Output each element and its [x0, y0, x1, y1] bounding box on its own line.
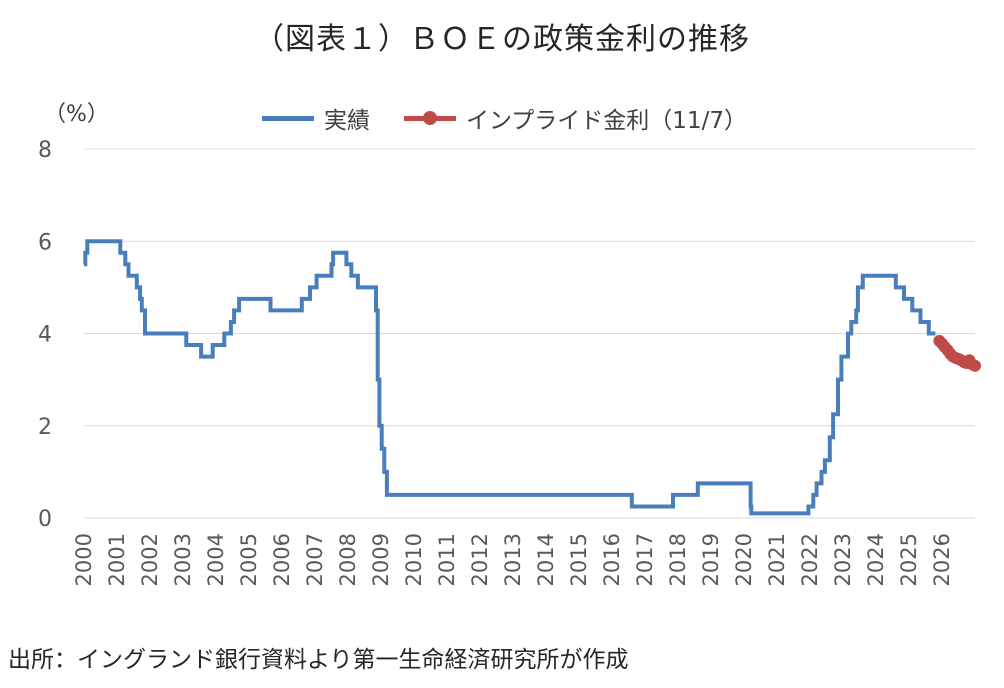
- series-line-actual: [83, 239, 936, 516]
- x-tick-label: 2023: [831, 533, 855, 586]
- x-tick-label: 2026: [930, 533, 954, 586]
- legend: 実績 インプライド金利（11/7）: [262, 101, 781, 135]
- y-axis-unit-label: （%）: [44, 102, 109, 127]
- x-tick-label: 2015: [567, 533, 591, 586]
- x-tick-label: 2000: [72, 533, 96, 586]
- x-tick-label: 2008: [336, 533, 360, 586]
- chart-title: （図表１）ＢＯＥの政策金利の推移: [254, 22, 750, 57]
- x-tick-label: 2004: [204, 533, 228, 586]
- x-tick-label: 2017: [633, 533, 657, 586]
- source-note: 出所：イングランド銀行資料より第一生命経済研究所が作成: [8, 647, 629, 673]
- data-point-implied: [969, 359, 981, 372]
- legend-swatch-implied: [404, 110, 456, 125]
- x-tick-label: 2012: [468, 533, 492, 586]
- x-tick-label: 2014: [534, 533, 558, 586]
- x-tick-label: 2009: [369, 533, 393, 586]
- x-tick-label: 2016: [600, 533, 624, 586]
- x-tick-label: 2011: [435, 533, 459, 586]
- y-tick-label: 2: [38, 415, 52, 440]
- x-tick-label: 2005: [237, 533, 261, 586]
- y-tick-label: 6: [38, 230, 52, 255]
- line-chart: 0 2 4 6 8 2000 2001 2002 2003 2004 2005 2006 2007 200…: [38, 138, 981, 586]
- x-tick-label: 2018: [666, 533, 690, 586]
- x-tick-label: 2001: [105, 533, 129, 586]
- y-tick-label: 4: [38, 323, 52, 348]
- x-tick-label: 2006: [270, 533, 294, 586]
- x-tick-label: 2025: [897, 533, 921, 586]
- legend-swatch-actual: [262, 115, 314, 121]
- x-tick-label: 2022: [798, 533, 822, 586]
- x-tick-label: 2010: [402, 533, 426, 586]
- legend-item-actual: 実績: [262, 101, 370, 135]
- x-tick-label: 2013: [501, 533, 525, 586]
- x-tick-label: 2024: [864, 533, 888, 586]
- y-tick-label: 0: [38, 507, 52, 532]
- legend-label-actual: 実績: [324, 108, 370, 134]
- y-tick-label: 8: [38, 138, 52, 163]
- x-tick-label: 2002: [138, 533, 162, 586]
- legend-item-implied: インプライド金利（11/7）: [404, 101, 747, 135]
- x-tick-label: 2021: [765, 533, 789, 586]
- x-tick-label: 2020: [732, 533, 756, 586]
- legend-marker-implied: [423, 110, 437, 125]
- x-tick-label: 2003: [171, 533, 195, 586]
- x-tick-label: 2007: [303, 533, 327, 586]
- legend-label-implied: インプライド金利（11/7）: [466, 108, 747, 134]
- x-tick-label: 2019: [699, 533, 723, 586]
